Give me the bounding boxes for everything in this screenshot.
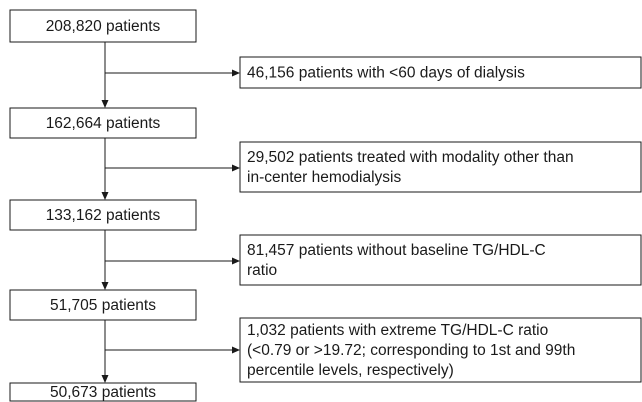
node-box <box>9 9 197 43</box>
node-box <box>9 199 197 231</box>
node-box <box>9 289 197 321</box>
exclusion-text: 46,156 patients with <60 days of dialysi… <box>247 65 525 82</box>
exclusion-box <box>239 317 642 383</box>
exclusion-text: (<0.79 or >19.72; corresponding to 1st a… <box>247 342 575 359</box>
node-label: 208,820 patients <box>46 18 161 35</box>
exclusion-box <box>239 234 642 286</box>
exclusion-text: percentile levels, respectively) <box>247 362 454 379</box>
node-box <box>9 107 197 139</box>
node-box <box>9 382 197 402</box>
exclusion-text: 1,032 patients with extreme TG/HDL-C rat… <box>247 322 548 339</box>
exclusion-box <box>239 56 642 89</box>
node-label: 162,664 patients <box>46 115 161 132</box>
exclusion-box <box>239 141 642 193</box>
node-label: 133,162 patients <box>46 207 161 224</box>
exclusion-text: ratio <box>247 262 277 279</box>
exclusion-text: in-center hemodialysis <box>247 169 401 186</box>
node-label: 51,705 patients <box>50 297 156 314</box>
exclusion-text: 29,502 patients treated with modality ot… <box>247 149 574 166</box>
exclusion-text: 81,457 patients without baseline TG/HDL-… <box>247 242 546 259</box>
node-label: 50,673 patients <box>50 384 156 401</box>
